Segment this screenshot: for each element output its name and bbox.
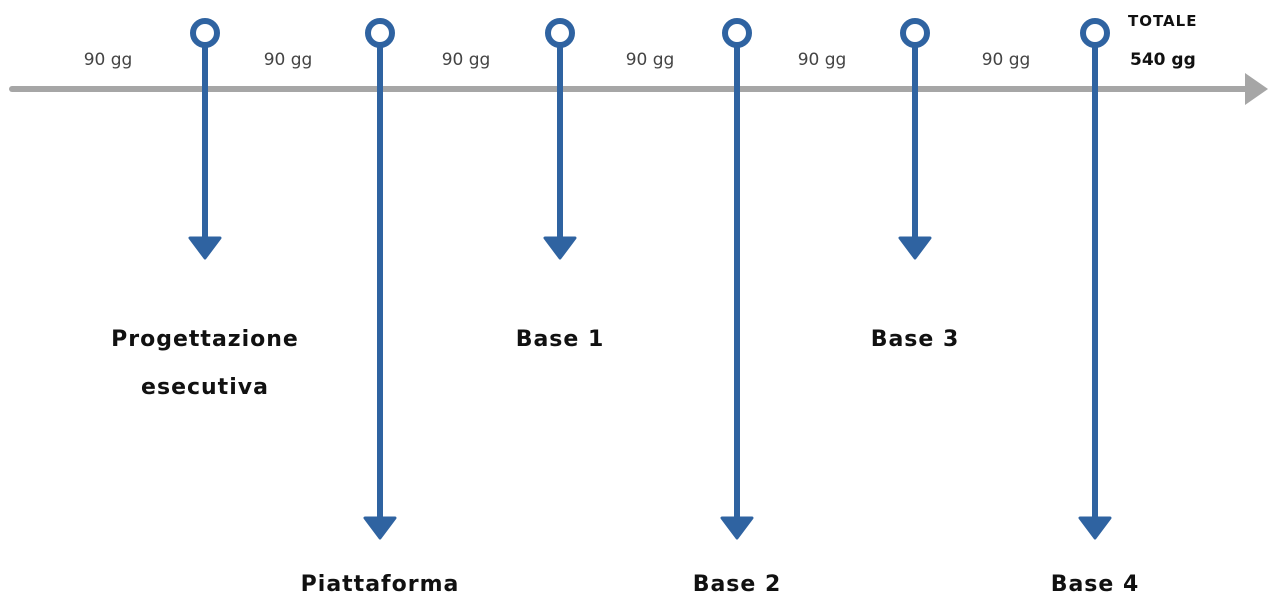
milestone-arrowhead — [188, 236, 222, 260]
milestone-5 — [898, 18, 932, 260]
segment-duration-label: 90 gg — [83, 50, 133, 70]
milestone-arrowhead — [543, 236, 577, 260]
milestone-label-line: Piattaforma — [300, 572, 460, 597]
milestone-label: Base 1 — [516, 316, 605, 364]
milestone-label: Progettazione esecutiva — [111, 316, 299, 412]
milestone-label-line: Progettazione — [111, 327, 299, 352]
milestone-label-line: Base 1 — [515, 327, 605, 352]
milestone-label: Base 3 — [871, 316, 960, 364]
segment-duration-label: 90 gg — [981, 50, 1031, 70]
milestone-arrowhead — [1078, 516, 1112, 540]
milestone-arrowhead — [363, 516, 397, 540]
milestone-label: Piattaforma — [301, 572, 460, 598]
milestone-4 — [720, 18, 754, 540]
milestone-3 — [543, 18, 577, 260]
milestone-label: Base 4 — [1051, 572, 1140, 598]
milestone-arrowhead — [898, 236, 932, 260]
milestone-label-line: Base 4 — [1050, 572, 1140, 597]
segment-duration-label: 90 gg — [797, 50, 847, 70]
milestone-ring-marker — [365, 18, 395, 48]
milestone-ring-marker — [190, 18, 220, 48]
milestone-label-line: Base 2 — [692, 572, 782, 597]
milestone-ring-marker — [900, 18, 930, 48]
milestone-ring-marker — [1080, 18, 1110, 48]
total-value: 540 gg — [1130, 50, 1196, 70]
milestone-ring-marker — [545, 18, 575, 48]
segment-duration-label: 90 gg — [625, 50, 675, 70]
milestone-label: Base 2 — [693, 572, 782, 598]
timeline-axis — [9, 73, 1268, 105]
milestone-1 — [188, 18, 222, 260]
milestone-arrowhead — [720, 516, 754, 540]
milestone-6 — [1078, 18, 1112, 540]
milestone-2 — [363, 18, 397, 540]
milestone-label-line: esecutiva — [141, 375, 269, 400]
milestone-ring-marker — [722, 18, 752, 48]
segment-duration-label: 90 gg — [441, 50, 491, 70]
milestone-label-line: Base 3 — [870, 327, 960, 352]
segment-duration-label: 90 gg — [263, 50, 313, 70]
total-title: TOTALE — [1128, 12, 1198, 30]
timeline-axis-arrowhead — [1245, 73, 1268, 105]
milestone-markers — [188, 18, 1112, 540]
